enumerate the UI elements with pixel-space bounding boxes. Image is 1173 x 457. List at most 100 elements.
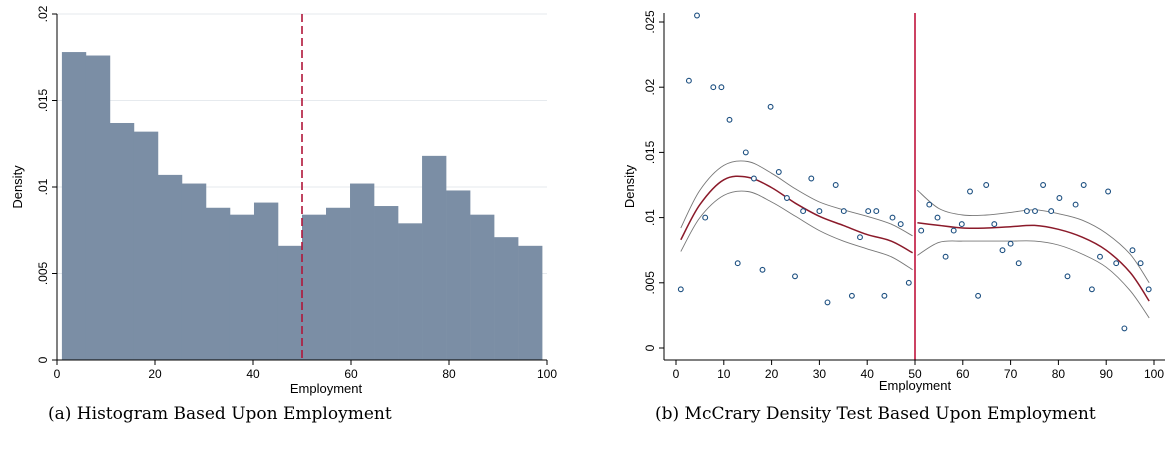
- mccrary-x-axis-label: Employment: [879, 378, 952, 393]
- density-bin-point: [881, 292, 888, 299]
- mccrary-scatter-points: [677, 12, 1152, 332]
- histogram-bar: [61, 52, 87, 361]
- density-bin-point: [694, 12, 700, 19]
- density-bin-point: [840, 208, 847, 215]
- density-bin-point: [734, 260, 741, 267]
- density-bin-point: [918, 227, 925, 234]
- density-bin-point: [1080, 182, 1087, 188]
- density-bin-point: [1072, 201, 1079, 208]
- histogram-x-tick-label: 40: [246, 367, 260, 381]
- density-bin-point: [1007, 240, 1014, 247]
- histogram-x-tick-label: 80: [442, 367, 456, 381]
- histogram-bar: [374, 206, 399, 360]
- histogram-x-tick-label: 60: [344, 367, 358, 381]
- histogram-bar: [326, 207, 351, 360]
- density-bin-point: [1129, 247, 1136, 254]
- histogram-bar: [518, 245, 543, 360]
- density-bin-point: [792, 273, 798, 280]
- density-bin-point: [718, 84, 725, 91]
- histogram-y-axis-label: Density: [10, 165, 25, 209]
- histogram-x-tick-label: 100: [537, 367, 557, 381]
- density-bin-point: [1040, 182, 1047, 188]
- density-bin-point: [905, 279, 912, 286]
- histogram-bar: [277, 245, 303, 360]
- histogram-y-tick-label: 0: [36, 356, 50, 363]
- density-bin-point: [775, 169, 782, 175]
- density-bin-point: [1105, 188, 1112, 195]
- density-bin-point: [824, 299, 831, 306]
- mccrary-x-tick-label: 40: [861, 367, 875, 381]
- histogram-bar: [133, 131, 159, 360]
- density-bin-point: [865, 208, 872, 215]
- density-bin-point: [1015, 260, 1022, 267]
- histogram-bar: [109, 122, 135, 361]
- density-bin-point: [750, 175, 757, 182]
- confidence-band-line: [917, 240, 1150, 319]
- histogram-x-tick-label: 20: [148, 367, 162, 381]
- histogram-bar: [470, 214, 495, 360]
- density-bin-point: [710, 84, 717, 91]
- density-fit-line: [680, 175, 913, 254]
- mccrary-y-tick-label: .015: [643, 140, 657, 164]
- confidence-band-line: [680, 190, 913, 271]
- density-bin-point: [702, 214, 709, 221]
- density-bin-point: [783, 195, 790, 201]
- confidence-band-line: [917, 189, 1150, 284]
- histogram-axes: 0 .005 .01 .015 .02 0 20 40 60 80 100: [36, 5, 557, 381]
- mccrary-x-tick-label: 70: [1004, 367, 1018, 381]
- histogram-bar: [494, 237, 519, 360]
- density-bin-point: [742, 149, 749, 156]
- mccrary-fit-curves: [680, 160, 1150, 319]
- density-bin-point: [1121, 325, 1128, 332]
- histogram-x-tick-label: 0: [54, 367, 61, 381]
- mccrary-y-tick-label: 0: [643, 344, 657, 351]
- histogram-y-tick-label: .02: [36, 5, 50, 22]
- density-fit-line: [917, 222, 1150, 302]
- mccrary-x-tick-label: 90: [1100, 367, 1114, 381]
- mccrary-x-tick-label: 0: [673, 367, 680, 381]
- density-bin-point: [1064, 273, 1071, 280]
- density-bin-point: [873, 208, 880, 215]
- histogram-panel: 0 .005 .01 .015 .02 0 20 40 60 80 100 Density Empl…: [10, 5, 557, 396]
- histogram-caption: (a) Histogram Based Upon Employment: [48, 404, 392, 424]
- density-bin-point: [1097, 253, 1103, 260]
- density-bin-point: [759, 266, 766, 273]
- density-bin-point: [800, 208, 807, 215]
- histogram-bar: [85, 55, 111, 361]
- density-bin-point: [991, 221, 998, 228]
- histogram-bar: [205, 207, 231, 360]
- mccrary-axes: 0 .005 .01 .015 .02 .025 0 10 20 30 40 50 60 70 80 90 10…: [643, 10, 1165, 381]
- density-bin-point: [1048, 208, 1055, 215]
- density-bin-point: [832, 182, 839, 188]
- histogram-bar: [181, 183, 207, 360]
- mccrary-caption: (b) McCrary Density Test Based Upon Empl…: [655, 404, 1096, 424]
- density-bin-point: [1023, 208, 1030, 215]
- histogram-y-tick-label: .015: [36, 88, 50, 112]
- density-bin-point: [983, 182, 990, 188]
- histogram-y-tick-label: .01: [36, 178, 50, 195]
- histogram-bar: [302, 214, 327, 360]
- mccrary-x-tick-label: 20: [765, 367, 779, 381]
- histogram-bar: [350, 183, 375, 360]
- density-bin-point: [999, 247, 1006, 254]
- histogram-bar: [398, 223, 423, 360]
- density-bin-point: [889, 214, 896, 221]
- mccrary-x-tick-label: 10: [717, 367, 731, 381]
- histogram-bar: [253, 202, 279, 360]
- density-bin-point: [726, 116, 733, 123]
- density-bin-point: [934, 214, 941, 221]
- mccrary-x-tick-label: 50: [908, 367, 922, 381]
- mccrary-y-tick-label: .025: [643, 10, 657, 34]
- density-bin-point: [677, 286, 684, 293]
- density-bin-point: [950, 227, 957, 234]
- density-bin-point: [1145, 286, 1152, 293]
- density-bin-point: [1032, 208, 1038, 215]
- histogram-bar: [446, 190, 471, 360]
- density-bin-point: [767, 103, 774, 110]
- density-bin-point: [975, 292, 982, 299]
- density-bin-point: [897, 221, 904, 228]
- density-bin-point: [685, 77, 692, 84]
- density-bin-point: [958, 221, 965, 228]
- mccrary-y-tick-label: .01: [643, 209, 657, 226]
